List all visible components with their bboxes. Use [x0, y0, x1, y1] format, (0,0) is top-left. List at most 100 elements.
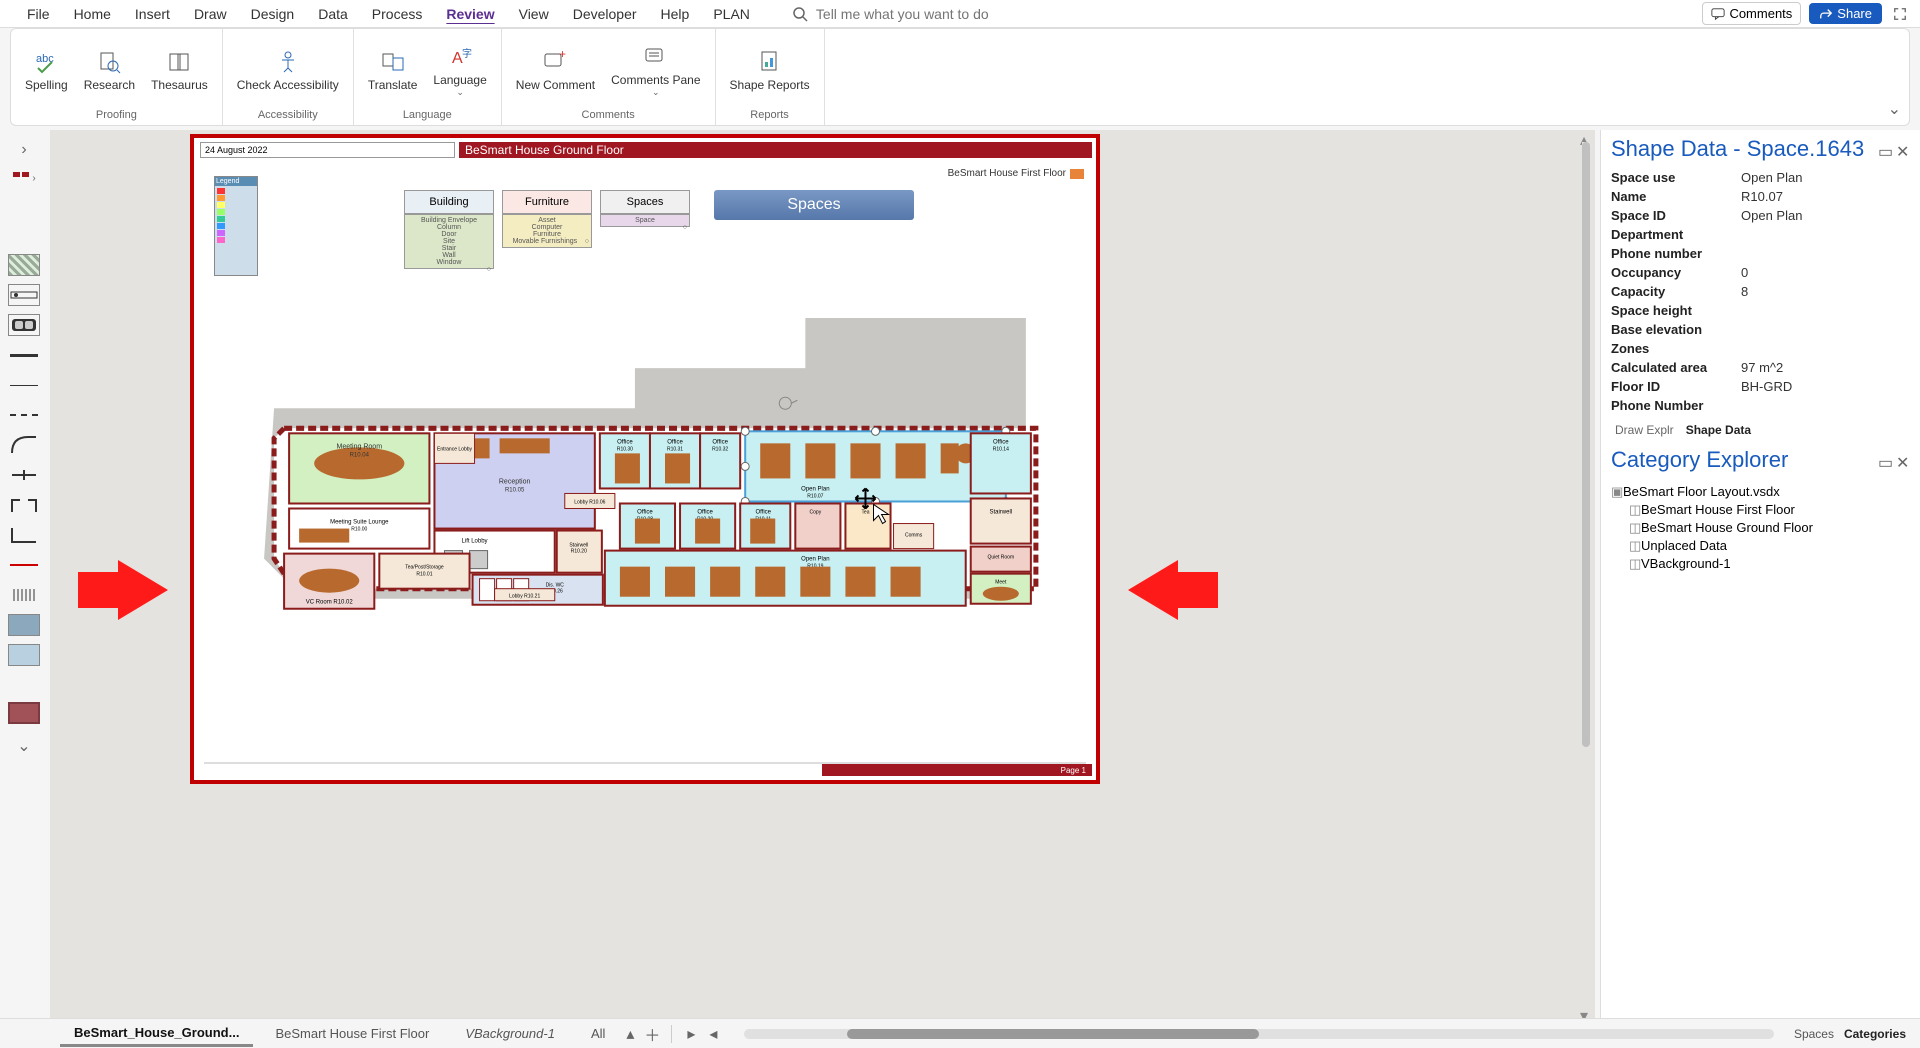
shape-dashed[interactable]: [8, 404, 40, 426]
accessibility-button[interactable]: Check Accessibility: [231, 33, 345, 107]
menu-insert[interactable]: Insert: [123, 2, 182, 26]
sheet-tab[interactable]: All: [577, 1022, 619, 1045]
drawing-page[interactable]: 24 August 2022 BeSmart House Ground Floo…: [190, 134, 1100, 784]
prop-row[interactable]: Phone Number: [1611, 396, 1910, 415]
stencil-toggle[interactable]: ›: [4, 168, 44, 188]
new-comment-icon: +: [541, 48, 569, 76]
scroll-thumb[interactable]: [1582, 142, 1590, 747]
hscroll-left-icon[interactable]: ▸: [680, 1023, 702, 1045]
translate-button[interactable]: Translate: [362, 33, 424, 107]
prop-row[interactable]: Capacity8: [1611, 282, 1910, 301]
rail-expand-icon[interactable]: ›: [14, 140, 34, 160]
comments-button[interactable]: Comments: [1702, 2, 1801, 25]
menu-view[interactable]: View: [507, 2, 561, 26]
scroll-down-icon[interactable]: ▾: [1580, 1006, 1592, 1018]
prop-row[interactable]: Space useOpen Plan: [1611, 168, 1910, 187]
panel-pop-icon[interactable]: ▭: [1878, 142, 1892, 156]
panel-pop-icon[interactable]: ▭: [1878, 453, 1892, 467]
shape-line-thin[interactable]: [8, 374, 40, 396]
shape-curve[interactable]: [8, 434, 40, 456]
sheet-scroll-up-icon[interactable]: ▴: [619, 1023, 641, 1045]
shape-hatch[interactable]: [8, 254, 40, 276]
research-button[interactable]: Research: [78, 33, 141, 107]
language-button[interactable]: A字Language⌄: [427, 33, 492, 107]
panel-close-icon[interactable]: ✕: [1896, 142, 1910, 156]
category-tree: ▣BeSmart Floor Layout.vsdx ◫BeSmart Hous…: [1601, 479, 1920, 577]
scroll-up-icon[interactable]: ▴: [1580, 130, 1592, 142]
prop-row[interactable]: Space height: [1611, 301, 1910, 320]
tab-shape-data[interactable]: Shape Data: [1686, 423, 1751, 437]
comments-pane-button[interactable]: Comments Pane⌄: [605, 33, 706, 107]
shape-sink[interactable]: [8, 314, 40, 336]
next-floor-link[interactable]: BeSmart House First Floor: [948, 168, 1084, 179]
new-comment-button[interactable]: +New Comment: [510, 33, 601, 107]
rail-more-icon[interactable]: ⌄: [14, 736, 34, 756]
prop-row[interactable]: Zones: [1611, 339, 1910, 358]
menu-review[interactable]: Review: [434, 2, 506, 26]
shape-grille[interactable]: [8, 584, 40, 606]
sheet-tab[interactable]: BeSmart House First Floor: [261, 1022, 443, 1045]
fullscreen-icon[interactable]: [1890, 4, 1910, 24]
horizontal-scrollbar[interactable]: [744, 1029, 1774, 1039]
menu-draw[interactable]: Draw: [182, 2, 239, 26]
tree-item[interactable]: ◫Unplaced Data: [1611, 537, 1910, 555]
prop-row[interactable]: Floor IDBH-GRD: [1611, 377, 1910, 396]
menu-help[interactable]: Help: [649, 2, 702, 26]
menu-design[interactable]: Design: [239, 2, 307, 26]
shape-tee[interactable]: [8, 464, 40, 486]
cat-furniture-head[interactable]: Furniture: [502, 190, 592, 214]
vertical-scrollbar[interactable]: ▴ ▾: [1579, 130, 1593, 1018]
comments-label: Comments: [1729, 6, 1792, 21]
tree-item[interactable]: ◫VBackground-1: [1611, 555, 1910, 573]
shape-fill-maroon[interactable]: [8, 702, 40, 724]
spaces-button[interactable]: Spaces: [714, 190, 914, 220]
cat-spaces-head[interactable]: Spaces: [600, 190, 690, 214]
page-title: BeSmart House Ground Floor: [459, 142, 1092, 158]
shape-corner[interactable]: [8, 524, 40, 546]
menu-data[interactable]: Data: [306, 2, 360, 26]
menu-file[interactable]: File: [15, 2, 62, 26]
prop-row[interactable]: Calculated area97 m^2: [1611, 358, 1910, 377]
prop-row[interactable]: Department: [1611, 225, 1910, 244]
language-label: Language: [433, 73, 486, 87]
menu-plan[interactable]: PLAN: [701, 2, 762, 26]
shape-opening[interactable]: [8, 494, 40, 516]
hscroll-thumb[interactable]: [847, 1029, 1259, 1039]
floorplan[interactable]: Meeting Room R10.04 Reception R10.05 Ent…: [244, 298, 1076, 618]
prop-row[interactable]: NameR10.07: [1611, 187, 1910, 206]
search-input[interactable]: [816, 6, 1116, 22]
prop-row[interactable]: Phone number: [1611, 244, 1910, 263]
shape-line-thick[interactable]: [8, 344, 40, 366]
research-label: Research: [84, 78, 135, 92]
cat-building-head[interactable]: Building: [404, 190, 494, 214]
shape-counter[interactable]: [8, 284, 40, 306]
panel-close-icon[interactable]: ✕: [1896, 453, 1910, 467]
tree-item[interactable]: ◫BeSmart House Ground Floor: [1611, 519, 1910, 537]
tree-root[interactable]: ▣BeSmart Floor Layout.vsdx: [1611, 483, 1910, 501]
br-tab-spaces[interactable]: Spaces: [1794, 1027, 1834, 1041]
prop-row[interactable]: Occupancy0: [1611, 263, 1910, 282]
page-footer: Page 1: [822, 764, 1092, 776]
canvas[interactable]: 24 August 2022 BeSmart House Ground Floo…: [50, 130, 1595, 1018]
tab-draw-explorer[interactable]: Draw Explr: [1615, 423, 1674, 437]
shape-fill-blue-light[interactable]: [8, 644, 40, 666]
share-button[interactable]: Share: [1809, 3, 1882, 24]
spelling-button[interactable]: abcSpelling: [19, 33, 74, 107]
thesaurus-button[interactable]: Thesaurus: [145, 33, 214, 107]
menu-developer[interactable]: Developer: [561, 2, 649, 26]
menu-home[interactable]: Home: [62, 2, 123, 26]
sheet-add-icon[interactable]: ＋: [641, 1023, 663, 1045]
shape-reports-button[interactable]: Shape Reports: [724, 33, 816, 107]
shape-red-line[interactable]: [8, 554, 40, 576]
tree-item[interactable]: ◫BeSmart House First Floor: [1611, 501, 1910, 519]
prop-row[interactable]: Base elevation: [1611, 320, 1910, 339]
sheet-tab[interactable]: BeSmart_House_Ground...: [60, 1021, 253, 1047]
sheet-tab[interactable]: VBackground-1: [451, 1022, 569, 1045]
prop-row[interactable]: Space IDOpen Plan: [1611, 206, 1910, 225]
br-tab-categories[interactable]: Categories: [1844, 1027, 1906, 1041]
ribbon-collapse-icon[interactable]: ⌄: [1888, 99, 1901, 119]
menu-process[interactable]: Process: [360, 2, 435, 26]
hscroll-right-icon[interactable]: ◂: [702, 1023, 724, 1045]
shape-fill-blue-dark[interactable]: [8, 614, 40, 636]
thesaurus-icon: [165, 48, 193, 76]
